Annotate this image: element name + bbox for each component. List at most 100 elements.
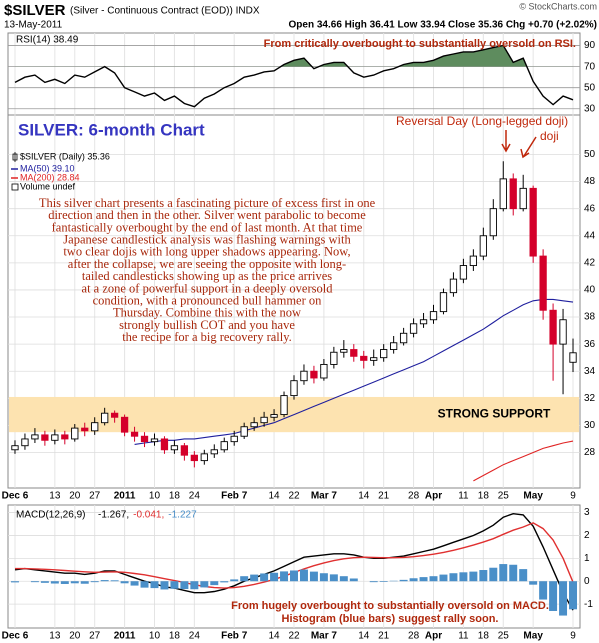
candle-body <box>539 255 547 311</box>
x-tick-label: 18 <box>478 491 490 502</box>
legend-entry: -1.267, <box>98 510 129 521</box>
date: 13-May-2011 <box>4 20 63 31</box>
legend-entry: MA(50) 39.10 <box>20 163 75 173</box>
candle-body <box>160 438 169 451</box>
y-tick-label: 42 <box>584 257 596 268</box>
candle-body <box>330 351 338 365</box>
y-tick-label: 90 <box>584 40 596 51</box>
histogram-bar <box>40 581 49 583</box>
y-tick-label: 28 <box>584 447 596 458</box>
x-tick-label: Mar 7 <box>311 631 338 642</box>
histogram-bar <box>319 573 328 582</box>
macd-title: MACD(12,26,9) <box>16 510 85 521</box>
histogram-bar <box>260 573 269 582</box>
commentary-line: at a zone of powerful support in a deepl… <box>82 281 334 295</box>
rsi-title: RSI(14) 38.49 <box>16 35 79 46</box>
histogram-bar <box>529 581 538 585</box>
candle-body <box>409 323 418 334</box>
histogram-bar <box>50 581 59 584</box>
y-tick-label: 36 <box>584 339 596 350</box>
candle-body <box>240 426 248 437</box>
x-tick-label: 21 <box>378 631 390 642</box>
histogram-bar <box>100 580 109 582</box>
histogram-bar <box>489 567 498 582</box>
x-tick-label: Feb 7 <box>221 631 248 642</box>
candle-body <box>320 363 328 379</box>
histogram-bar <box>439 574 448 582</box>
histogram-bar <box>549 581 558 611</box>
histogram-bar <box>160 581 169 590</box>
histogram-bar <box>120 581 129 584</box>
candle-body <box>350 349 358 357</box>
candle-body <box>449 278 458 294</box>
histogram-bar <box>230 579 239 582</box>
rsi-overbought-area <box>14 45 574 67</box>
x-tick-label: 13 <box>49 631 61 642</box>
candle-body <box>140 435 149 443</box>
x-tick-label: 18 <box>169 491 181 502</box>
x-tick-label: 10 <box>149 491 161 502</box>
x-tick-label: 27 <box>89 491 101 502</box>
x-tick-label: Dec 6 <box>2 631 29 642</box>
commentary-line: This silver chart presents a fascinating… <box>39 196 376 210</box>
y-tick-label: 2 <box>584 530 590 541</box>
candle-body <box>489 208 497 237</box>
histogram-bar <box>409 578 418 582</box>
x-tick-label: 2011 <box>114 491 136 502</box>
histogram-bar <box>559 581 568 616</box>
candle-body <box>190 454 198 462</box>
candle-body <box>250 422 258 428</box>
y-tick-label: 38 <box>584 312 596 323</box>
candle-body <box>110 412 119 418</box>
moving-average <box>134 298 574 445</box>
symbol: $SILVER <box>4 2 66 19</box>
commentary-line: strongly bullish COT and you have <box>119 318 295 332</box>
y-tick-label: 70 <box>584 61 596 72</box>
histogram-bar <box>399 579 408 582</box>
x-tick-label: 14 <box>269 491 281 502</box>
candle-body <box>180 445 189 456</box>
line <box>14 44 574 108</box>
histogram-bar <box>329 574 338 582</box>
x-tick-label: 24 <box>189 491 201 502</box>
histogram-bar <box>240 576 249 582</box>
histogram-bar <box>429 576 438 582</box>
credit: © StockCharts.com <box>519 1 597 11</box>
histogram-bar <box>70 581 79 584</box>
candle-body <box>509 178 517 210</box>
histogram-bar <box>190 581 199 590</box>
y-tick-label: 32 <box>584 393 596 404</box>
candle-body <box>41 434 49 441</box>
x-tick-label: 18 <box>478 631 490 642</box>
x-tick-label: 14 <box>358 491 370 502</box>
candle-body <box>439 292 448 313</box>
x-tick-label: 22 <box>288 631 300 642</box>
candle-body <box>130 431 139 437</box>
candle-body <box>11 445 19 451</box>
headline: SILVER: 6-month Chart <box>18 120 205 139</box>
chart-title: (Silver - Continuous Contract (EOD)) IND… <box>70 6 260 17</box>
macd-annotation: From hugely overbought to substantially … <box>231 600 549 612</box>
histogram-bar <box>379 581 388 582</box>
y-tick-label: 50 <box>584 82 596 93</box>
x-tick-label: 11 <box>458 491 469 502</box>
legend-swatch <box>12 152 18 162</box>
y-tick-label: 34 <box>584 366 596 377</box>
candle-body <box>469 255 478 267</box>
x-tick-label: May <box>523 631 543 642</box>
histogram-bar <box>80 581 89 584</box>
histogram-bar <box>280 571 289 582</box>
histogram-bar <box>130 581 139 586</box>
x-tick-label: 21 <box>378 491 390 502</box>
candle-body <box>51 434 59 441</box>
candle-body <box>150 438 159 443</box>
candle-body <box>270 414 278 418</box>
histogram-bar <box>299 569 308 582</box>
candle-body <box>459 265 468 280</box>
arrow <box>520 136 537 159</box>
y-tick-label: 44 <box>584 230 596 241</box>
x-tick-label: May <box>523 491 543 502</box>
candle-body <box>569 352 577 363</box>
